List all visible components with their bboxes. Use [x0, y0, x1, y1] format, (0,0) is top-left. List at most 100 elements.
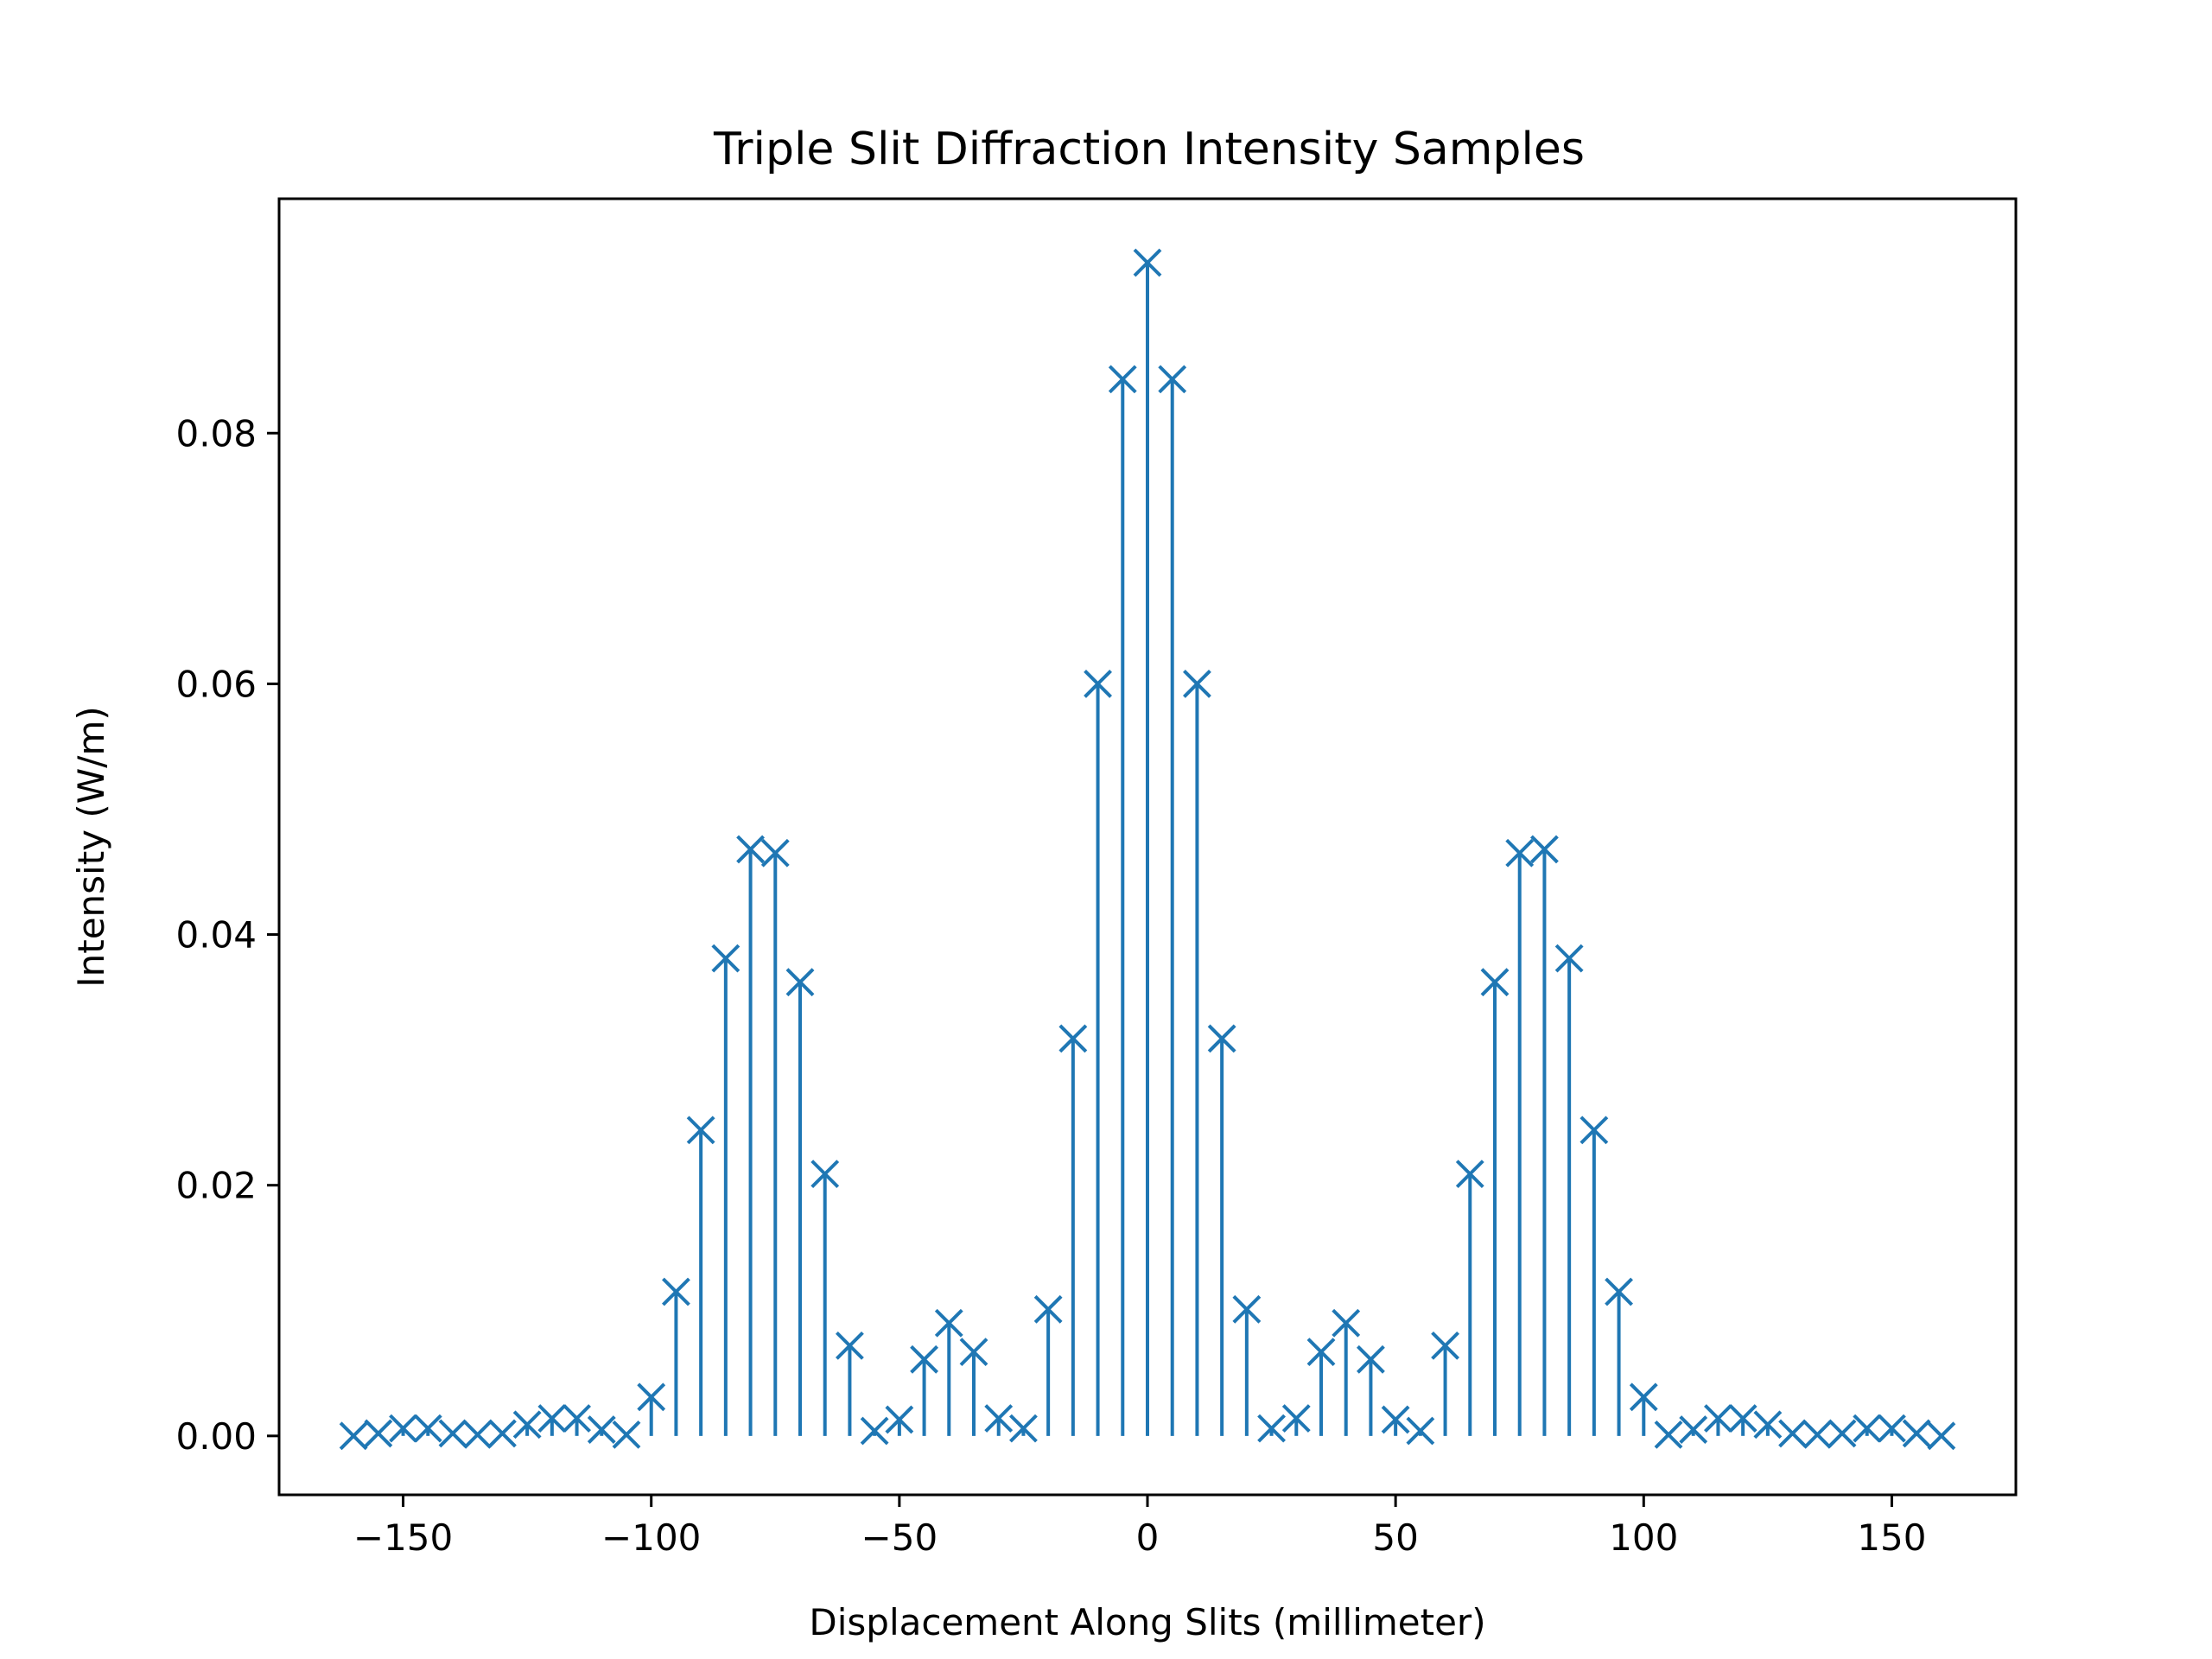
- x-marker: [1505, 838, 1535, 868]
- x-marker: [1306, 1338, 1336, 1367]
- x-marker-stroke: [1827, 1419, 1857, 1448]
- x-marker-stroke: [860, 1416, 889, 1446]
- stem-point: [1654, 1420, 1683, 1449]
- stem-point: [1802, 1420, 1832, 1449]
- x-marker-stroke: [1108, 365, 1137, 394]
- x-marker-stroke: [1455, 1160, 1484, 1189]
- x-marker-stroke: [1406, 1416, 1435, 1446]
- x-marker: [1728, 1404, 1758, 1433]
- x-tick-label: −50: [861, 1516, 938, 1559]
- stem-point: [537, 1404, 567, 1436]
- x-marker-stroke: [1728, 1404, 1758, 1433]
- x-marker: [1778, 1419, 1807, 1448]
- x-marker-stroke: [1679, 1415, 1708, 1444]
- x-marker-stroke: [1158, 365, 1187, 394]
- x-marker: [1927, 1421, 1956, 1451]
- x-marker-stroke: [1357, 1344, 1385, 1374]
- stem-point: [1927, 1421, 1956, 1451]
- y-tick-label: 0.04: [175, 914, 257, 957]
- x-marker: [1455, 1160, 1484, 1189]
- x-marker-stroke: [587, 1415, 616, 1444]
- x-marker-stroke: [1853, 1414, 1882, 1443]
- stem-point: [1827, 1419, 1857, 1448]
- stem-point: [389, 1414, 417, 1443]
- x-marker: [1902, 1419, 1931, 1448]
- stem-point: [563, 1404, 591, 1436]
- x-marker-stroke: [488, 1419, 517, 1448]
- x-marker: [1183, 669, 1211, 698]
- stem-point: [1431, 1331, 1459, 1436]
- x-marker: [1207, 1024, 1236, 1053]
- stem-point: [1257, 1414, 1286, 1443]
- x-marker: [711, 944, 741, 973]
- x-marker-stroke: [711, 944, 741, 973]
- x-marker: [736, 835, 765, 864]
- stem-point: [1629, 1382, 1658, 1436]
- x-marker: [1679, 1415, 1708, 1444]
- x-marker-stroke: [1033, 1294, 1063, 1324]
- stem-point: [1306, 1338, 1336, 1436]
- x-marker: [1257, 1414, 1286, 1443]
- x-marker-stroke: [1927, 1421, 1956, 1451]
- x-marker: [1530, 835, 1559, 864]
- x-marker-stroke: [1381, 1405, 1410, 1434]
- x-marker: [389, 1414, 417, 1443]
- y-tick-label: 0.08: [175, 412, 257, 454]
- stem-point: [1084, 669, 1112, 1436]
- x-marker: [637, 1382, 666, 1412]
- y-tick-label: 0.00: [175, 1415, 257, 1458]
- stem-point: [934, 1308, 963, 1436]
- x-marker: [1802, 1420, 1832, 1449]
- x-tick-label: −150: [353, 1516, 453, 1559]
- y-axis-label: Intensity (W/m): [70, 706, 112, 988]
- x-marker: [1332, 1308, 1361, 1338]
- stem-point: [1406, 1416, 1435, 1446]
- x-marker: [339, 1421, 368, 1451]
- stem-point: [1033, 1294, 1063, 1436]
- x-marker-stroke: [1530, 835, 1559, 864]
- x-marker-stroke: [1332, 1308, 1361, 1338]
- stem-point: [1554, 944, 1584, 1436]
- stem-point: [1679, 1415, 1708, 1444]
- x-marker-stroke: [1257, 1414, 1286, 1443]
- stem-point: [984, 1404, 1014, 1436]
- stem-point: [1108, 365, 1137, 1436]
- x-marker: [984, 1404, 1014, 1433]
- x-marker-stroke: [1306, 1338, 1336, 1367]
- x-marker: [1033, 1294, 1063, 1324]
- x-marker-stroke: [1431, 1331, 1459, 1360]
- stem-point: [637, 1382, 666, 1436]
- stem-point: [836, 1331, 864, 1436]
- x-marker: [1704, 1404, 1732, 1433]
- stem-point: [1133, 248, 1162, 1436]
- stem-point: [1505, 838, 1535, 1436]
- stem-point: [1332, 1308, 1361, 1436]
- stem-point: [1878, 1414, 1906, 1443]
- x-marker: [1158, 365, 1187, 394]
- x-tick-label: 150: [1857, 1516, 1926, 1559]
- stem-point: [1530, 835, 1559, 1436]
- stem-point: [512, 1410, 542, 1440]
- stem-point: [785, 968, 815, 1436]
- x-marker-stroke: [463, 1420, 493, 1449]
- x-marker-stroke: [339, 1421, 368, 1451]
- chart-marks: [339, 248, 1956, 1451]
- x-marker: [1480, 968, 1510, 997]
- x-marker-stroke: [413, 1414, 442, 1443]
- x-marker-stroke: [1505, 838, 1535, 868]
- x-marker-stroke: [785, 968, 815, 997]
- x-marker: [1133, 248, 1162, 277]
- stem-point: [1183, 669, 1211, 1436]
- x-marker-stroke: [760, 838, 790, 868]
- x-marker-stroke: [1207, 1024, 1236, 1053]
- x-marker: [860, 1416, 889, 1446]
- stem-point: [1009, 1414, 1038, 1443]
- stem-point: [760, 838, 790, 1436]
- x-marker: [1605, 1277, 1633, 1306]
- x-marker-stroke: [563, 1404, 591, 1433]
- stem-point: [662, 1277, 690, 1436]
- x-tick-label: −100: [601, 1516, 701, 1559]
- x-marker-stroke: [1878, 1414, 1906, 1443]
- x-marker: [1580, 1116, 1609, 1145]
